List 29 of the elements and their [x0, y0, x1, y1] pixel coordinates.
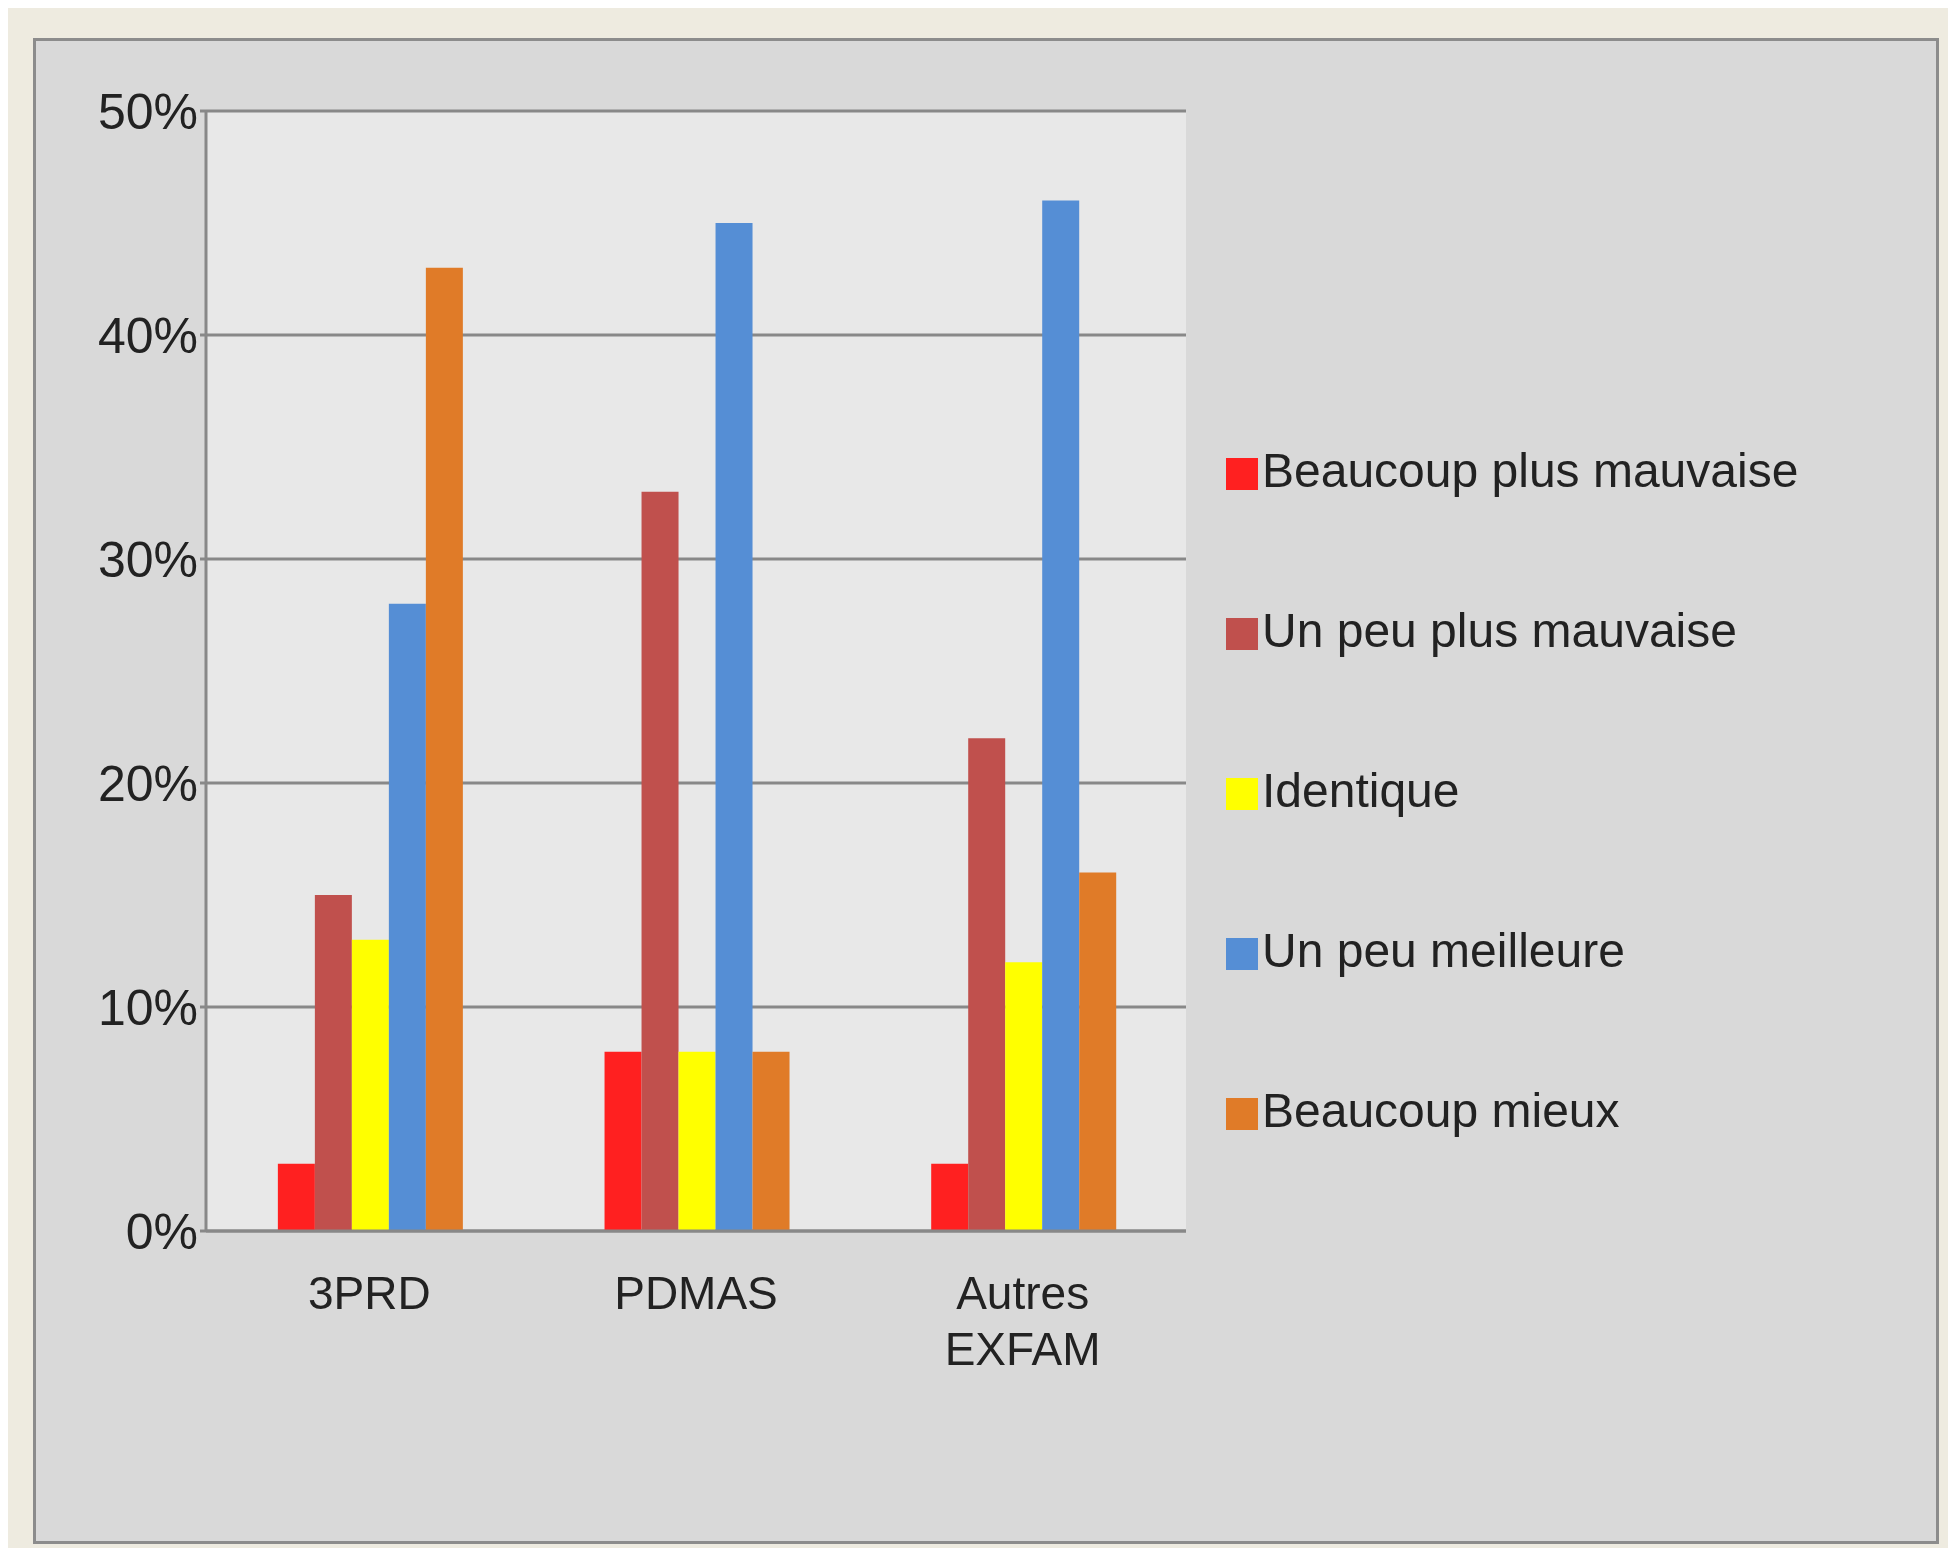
legend-label: Beaucoup plus mauvaise — [1262, 444, 1799, 497]
bar — [351, 939, 389, 1231]
bar — [314, 895, 352, 1231]
bar — [604, 1051, 642, 1231]
y-tick-label: 0% — [125, 1203, 198, 1260]
y-tick-label: 50% — [97, 83, 198, 140]
x-tick-label: PDMAS — [614, 1267, 778, 1319]
bar — [678, 1051, 716, 1231]
legend-label: Identique — [1262, 764, 1460, 817]
y-tick-label: 30% — [97, 531, 198, 588]
bar — [277, 1163, 315, 1231]
bar — [641, 491, 679, 1231]
y-tick-label: 20% — [97, 755, 198, 812]
bar — [715, 223, 753, 1231]
bar — [1005, 962, 1043, 1231]
legend-label: Beaucoup mieux — [1262, 1084, 1620, 1137]
bar — [388, 603, 426, 1231]
y-tick-label: 40% — [97, 307, 198, 364]
bar — [752, 1051, 790, 1231]
bar — [1042, 200, 1080, 1231]
bar — [1079, 872, 1117, 1231]
bar — [425, 267, 463, 1231]
legend-label: Un peu meilleure — [1262, 924, 1625, 977]
y-tick-label: 10% — [97, 979, 198, 1036]
bar — [931, 1163, 969, 1231]
x-tick-label: 3PRD — [307, 1267, 431, 1319]
legend-label: Un peu plus mauvaise — [1262, 604, 1737, 657]
bar — [968, 738, 1006, 1231]
x-tick-label: Autres EXFAM — [944, 1267, 1101, 1375]
